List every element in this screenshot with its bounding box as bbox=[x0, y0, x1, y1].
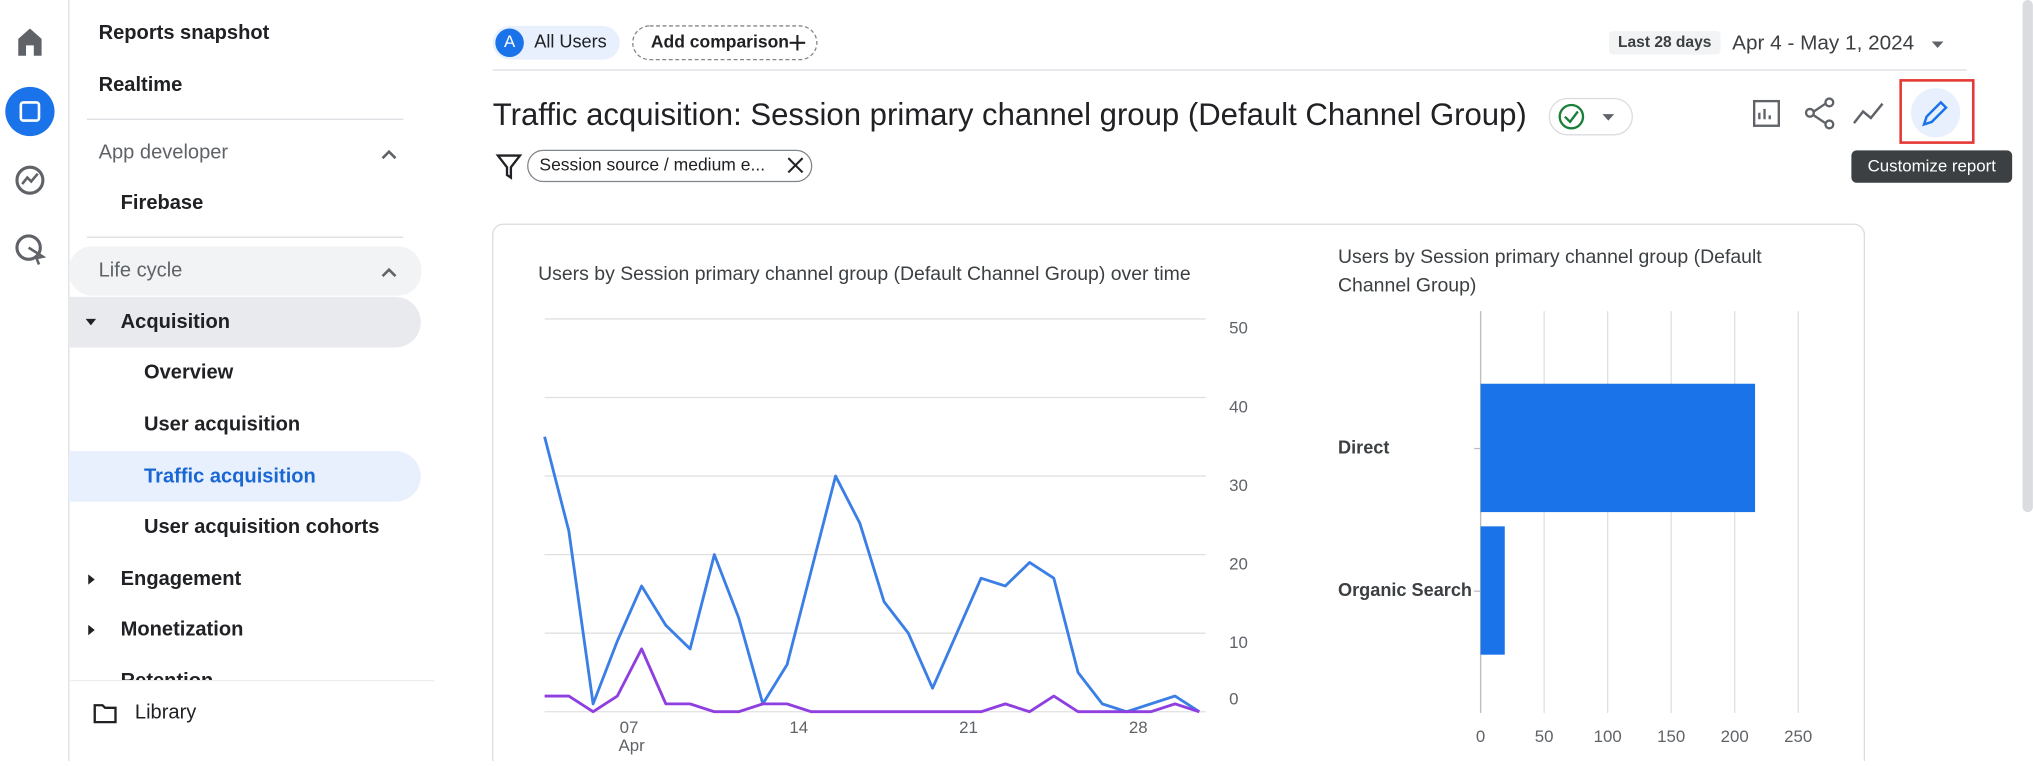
folder-icon bbox=[93, 704, 117, 724]
nav-section[interactable]: App developer bbox=[99, 141, 229, 163]
x-tick-label: 250 bbox=[1784, 727, 1812, 746]
x-tick-label: 150 bbox=[1657, 727, 1685, 746]
check-icon bbox=[1558, 103, 1585, 130]
x-tick-label: 200 bbox=[1721, 727, 1749, 746]
reports-glyph bbox=[19, 101, 41, 122]
insights-glyph bbox=[1758, 108, 1771, 120]
selected-bg bbox=[68, 451, 421, 502]
caret bbox=[85, 318, 97, 326]
group-bg bbox=[68, 296, 421, 348]
advertising-icon[interactable] bbox=[15, 234, 42, 261]
nav-item[interactable]: User acquisition bbox=[144, 414, 300, 436]
add-comparison: Add comparison bbox=[651, 31, 789, 51]
status-caret bbox=[1602, 114, 1615, 121]
segment-chip[interactable] bbox=[492, 25, 620, 60]
bar-chart-title: Users by Session primary channel group (… bbox=[1338, 246, 1762, 297]
date-label-bg bbox=[1608, 31, 1721, 55]
tooltip: Customize report bbox=[1868, 157, 1997, 176]
x-tick-label: 28 bbox=[1129, 718, 1148, 737]
filter-text: Session source / medium e... bbox=[539, 155, 765, 175]
date-range[interactable]: Apr 4 - May 1, 2024 bbox=[1732, 32, 1914, 55]
nav-item[interactable]: Overview bbox=[144, 362, 234, 384]
y-tick-label: 10 bbox=[1229, 633, 1248, 652]
nav-section[interactable]: Life cycle bbox=[99, 259, 183, 281]
pencil-icon bbox=[1922, 100, 1948, 127]
nav-group[interactable]: Retention bbox=[121, 670, 214, 692]
segment-name: All Users bbox=[534, 32, 607, 52]
segment-badge-bg bbox=[495, 28, 524, 58]
plus-icon bbox=[789, 35, 806, 51]
nav-group[interactable]: Acquisition bbox=[121, 311, 230, 333]
nav-item[interactable]: Realtime bbox=[99, 74, 183, 96]
x-tick-label: 50 bbox=[1535, 727, 1554, 746]
y-tick-label: 30 bbox=[1229, 476, 1248, 495]
insights-icon[interactable] bbox=[1853, 102, 1884, 124]
y-tick-label: Direct bbox=[1338, 437, 1389, 457]
x-month-label: Apr bbox=[618, 736, 645, 755]
caret bbox=[88, 624, 95, 636]
advertising-glyph bbox=[27, 246, 47, 265]
dropdown-caret[interactable] bbox=[1931, 41, 1944, 48]
nav-group[interactable]: Monetization bbox=[121, 618, 244, 640]
check-glyph bbox=[1564, 110, 1579, 124]
nav-item[interactable]: Firebase bbox=[121, 192, 204, 214]
filter-chip[interactable] bbox=[527, 149, 813, 183]
nav-item-selected[interactable]: Traffic acquisition bbox=[144, 465, 316, 487]
line-chart-title: Users by Session primary channel group (… bbox=[538, 263, 1191, 285]
nav-item[interactable]: Library bbox=[135, 701, 196, 723]
report-title: Traffic acquisition: Session primary cha… bbox=[493, 97, 1527, 132]
bar-title-box: Users by Session primary channel group (… bbox=[1338, 246, 1762, 297]
explore-glyph bbox=[21, 172, 39, 185]
series-line bbox=[544, 647, 1200, 714]
date-label: Last 28 days bbox=[1618, 34, 1712, 51]
x-tick-label: 100 bbox=[1594, 727, 1622, 746]
nav-group[interactable]: Engagement bbox=[121, 568, 242, 590]
y-tick-label: 0 bbox=[1229, 690, 1238, 709]
customize-button[interactable] bbox=[1911, 88, 1961, 138]
bar bbox=[1480, 383, 1756, 513]
status-chip[interactable] bbox=[1548, 97, 1633, 136]
highlight-box bbox=[1899, 79, 1975, 144]
nav-item[interactable]: User acquisition cohorts bbox=[144, 516, 379, 538]
section-bg bbox=[68, 246, 422, 296]
remove-filter[interactable] bbox=[787, 157, 804, 174]
bar bbox=[1480, 526, 1505, 655]
y-tick-label: 50 bbox=[1229, 319, 1248, 338]
chart-card bbox=[492, 223, 1866, 766]
tooltip-bg bbox=[1851, 150, 2013, 183]
nav-item[interactable]: Reports snapshot bbox=[99, 22, 270, 44]
reports-icon[interactable] bbox=[5, 86, 55, 137]
insights-edit-icon[interactable] bbox=[1752, 99, 1780, 127]
scrollbar bbox=[2022, 0, 2033, 513]
series-line bbox=[543, 436, 1201, 714]
chevron bbox=[381, 267, 397, 278]
caret bbox=[88, 574, 95, 585]
explore-icon[interactable] bbox=[15, 165, 45, 195]
chevron bbox=[381, 149, 397, 160]
y-tick-label: Organic Search bbox=[1338, 580, 1472, 600]
filter-icon bbox=[495, 154, 523, 180]
home-icon[interactable] bbox=[18, 28, 42, 56]
add-comparison-chip[interactable] bbox=[632, 25, 818, 61]
share-icon[interactable] bbox=[1804, 97, 1835, 130]
x-tick-label: 07 bbox=[620, 718, 639, 737]
x-tick-label: 0 bbox=[1476, 727, 1485, 746]
segment-badge: A bbox=[504, 32, 516, 51]
x-tick-label: 21 bbox=[959, 718, 978, 737]
y-tick-label: 20 bbox=[1229, 554, 1248, 573]
y-tick-label: 40 bbox=[1229, 397, 1248, 416]
sidebar-nav: Reports snapshot Realtime App developer … bbox=[68, 22, 422, 692]
x-tick-label: 14 bbox=[789, 718, 808, 737]
